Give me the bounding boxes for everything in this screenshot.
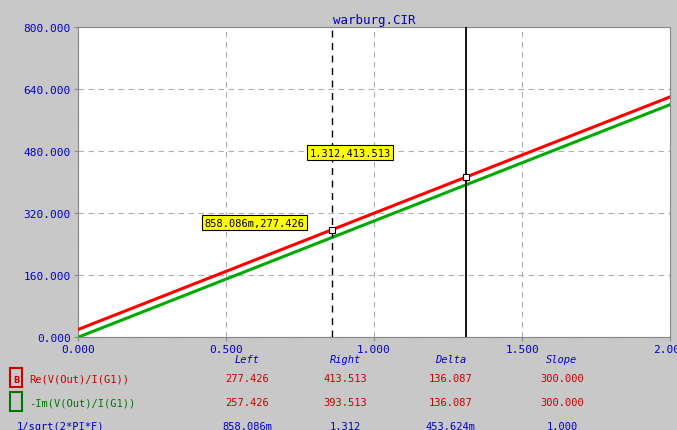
Text: 277.426: 277.426 — [225, 373, 269, 384]
Text: Re(V(Out)/I(G1)): Re(V(Out)/I(G1)) — [29, 373, 129, 384]
Text: 136.087: 136.087 — [429, 397, 472, 408]
Text: 453.624m: 453.624m — [425, 421, 475, 430]
Text: 136.087: 136.087 — [429, 373, 472, 384]
Text: 1.312,413.513: 1.312,413.513 — [309, 148, 391, 158]
Text: 1/sqrt(2*PI*F): 1/sqrt(2*PI*F) — [17, 421, 104, 430]
Text: 300.000: 300.000 — [540, 373, 584, 384]
Bar — [10, 368, 22, 387]
Text: 858.086m,277.426: 858.086m,277.426 — [204, 218, 305, 228]
Text: 413.513: 413.513 — [324, 373, 367, 384]
Text: 300.000: 300.000 — [540, 397, 584, 408]
Text: -Im(V(Out)/I(G1)): -Im(V(Out)/I(G1)) — [29, 397, 135, 408]
Text: Left: Left — [235, 354, 259, 364]
Text: 1.312: 1.312 — [330, 421, 361, 430]
Text: 257.426: 257.426 — [225, 397, 269, 408]
Text: 1.000: 1.000 — [546, 421, 577, 430]
Text: Right: Right — [330, 354, 361, 364]
Text: Delta: Delta — [435, 354, 466, 364]
Bar — [10, 392, 22, 411]
Title: warburg.CIR: warburg.CIR — [333, 14, 415, 27]
Text: Slope: Slope — [546, 354, 577, 364]
Text: 393.513: 393.513 — [324, 397, 367, 408]
Text: B: B — [13, 375, 20, 384]
Text: 858.086m: 858.086m — [222, 421, 272, 430]
